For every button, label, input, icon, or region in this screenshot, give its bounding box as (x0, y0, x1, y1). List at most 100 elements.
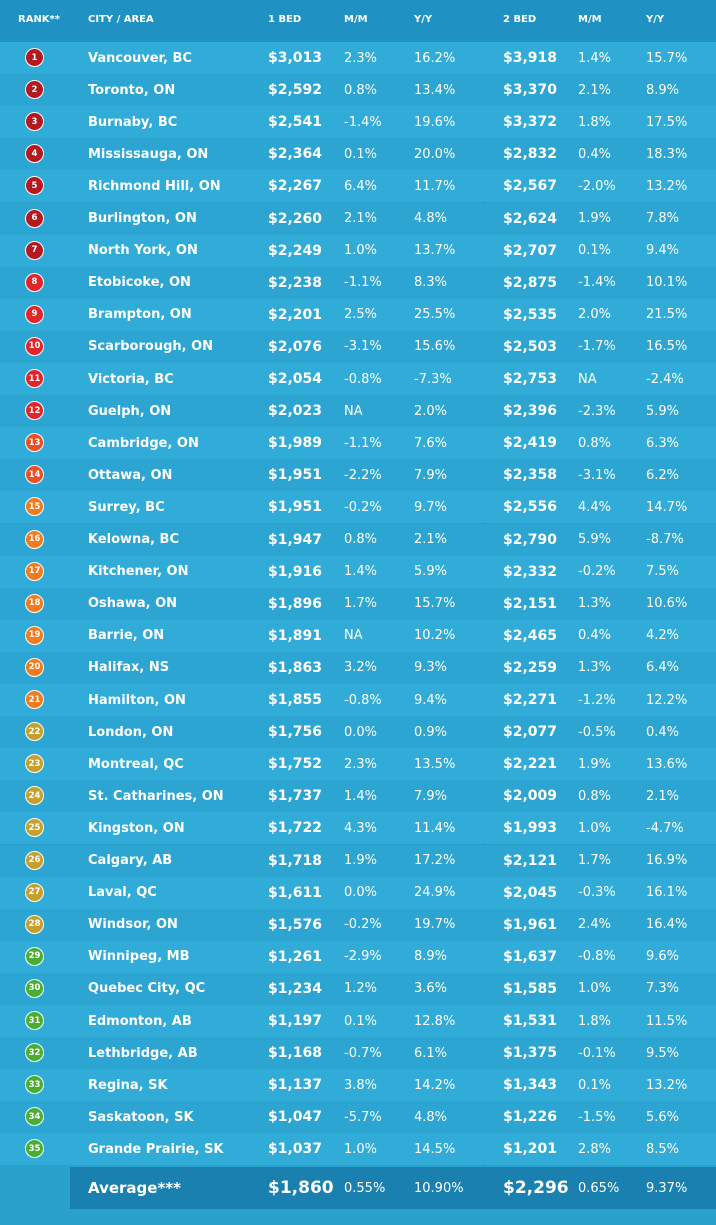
two-bed-rent: $2,503 (503, 338, 558, 355)
rank-badge: 14 (25, 465, 44, 485)
city: Hamilton, ON (88, 692, 186, 708)
two-bed-mm: 0.4% (578, 628, 612, 644)
city: Montreal, QC (88, 756, 184, 772)
city: Winnipeg, MB (88, 949, 190, 965)
two-bed-mm: 5.9% (578, 532, 612, 548)
two-bed-rent: $2,045 (503, 884, 558, 901)
one-bed-yy: 12.8% (414, 1013, 456, 1029)
city: Ottawa, ON (88, 467, 173, 483)
one-bed-yy: 8.9% (414, 949, 448, 965)
one-bed-rent: $1,261 (268, 948, 323, 965)
average-label: Average*** (88, 1179, 181, 1197)
two-bed-rent: $3,372 (503, 114, 558, 131)
one-bed-rent: $2,054 (268, 371, 323, 388)
two-bed-yy: 16.9% (646, 853, 688, 869)
two-bed-yy: 6.2% (646, 467, 680, 483)
rank-badge: 25 (25, 818, 44, 838)
table-row: 10 Scarborough, ON $2,076 -3.1% 15.6% $2,503 -… (0, 330, 716, 363)
city: London, ON (88, 724, 174, 740)
one-bed-mm: 1.7% (344, 596, 378, 612)
city: Halifax, NS (88, 660, 170, 676)
one-bed-mm: NA (344, 628, 363, 644)
two-bed-mm: 2.4% (578, 917, 612, 933)
one-bed-yy: 6.1% (414, 1045, 448, 1061)
table-row: 14 Ottawa, ON $1,951 -2.2% 7.9% $2,358 -3.1% 6.… (0, 459, 716, 492)
city: Regina, SK (88, 1077, 168, 1093)
one-bed-yy: 19.7% (414, 917, 456, 933)
two-bed-yy: 0.4% (646, 724, 680, 740)
table-row: 1 Vancouver, BC $3,013 2.3% 16.2% $3,918 1.4% 1… (0, 42, 716, 75)
city: Oshawa, ON (88, 596, 177, 612)
city: Burlington, ON (88, 211, 197, 227)
one-bed-yy: 9.3% (414, 660, 448, 676)
two-bed-mm: -0.5% (578, 724, 616, 740)
city: Grande Prairie, SK (88, 1141, 224, 1157)
one-bed-mm: 1.2% (344, 981, 378, 997)
table-row: 7 North York, ON $2,249 1.0% 13.7% $2,707 0.1%… (0, 234, 716, 267)
rank-badge: 23 (25, 754, 44, 774)
rank-badge: 1 (25, 48, 44, 68)
city: Kitchener, ON (88, 564, 189, 580)
one-bed-yy: 15.6% (414, 339, 456, 355)
table-row: 27 Laval, QC $1,611 0.0% 24.9% $2,045 -0.3% 16.… (0, 876, 716, 909)
two-bed-yy: 2.1% (646, 788, 680, 804)
two-bed-rent: $2,077 (503, 724, 558, 741)
table-row: 15 Surrey, BC $1,951 -0.2% 9.7% $2,556 4.4% 14.… (0, 491, 716, 524)
one-bed-rent: $1,737 (268, 788, 323, 805)
one-bed-mm: -2.9% (344, 949, 382, 965)
one-bed-rent: $1,234 (268, 980, 323, 997)
average-value: $1,860 (268, 1178, 334, 1198)
one-bed-mm: -3.1% (344, 339, 382, 355)
one-bed-yy: 17.2% (414, 853, 456, 869)
two-bed-mm: 2.8% (578, 1141, 612, 1157)
two-bed-rent: $2,556 (503, 499, 558, 516)
one-bed-rent: $1,863 (268, 659, 323, 676)
two-bed-mm: 0.4% (578, 146, 612, 162)
header-cell: RANK** (18, 13, 61, 25)
two-bed-mm: 0.1% (578, 1077, 612, 1093)
one-bed-rent: $1,718 (268, 852, 323, 869)
table-row: 31 Edmonton, AB $1,197 0.1% 12.8% $1,531 1.8% 1… (0, 1005, 716, 1038)
one-bed-yy: 7.9% (414, 467, 448, 483)
one-bed-rent: $1,756 (268, 724, 323, 741)
city: Vancouver, BC (88, 50, 192, 66)
table-row: 8 Etobicoke, ON $2,238 -1.1% 8.3% $2,875 -1.4%… (0, 266, 716, 299)
average-value: $2,296 (503, 1178, 569, 1198)
rank-badge: 22 (25, 722, 44, 742)
rank-badge: 6 (25, 208, 44, 228)
city: Lethbridge, AB (88, 1045, 198, 1061)
one-bed-mm: -0.8% (344, 692, 382, 708)
table-row: 2 Toronto, ON $2,592 0.8% 13.4% $3,370 2.1% 8.9… (0, 74, 716, 107)
table-row: 22 London, ON $1,756 0.0% 0.9% $2,077 -0.5% 0.4… (0, 716, 716, 749)
rank-badge: 34 (25, 1107, 44, 1127)
table-row: 35 Grande Prairie, SK $1,037 1.0% 14.5% $1,20… (0, 1133, 716, 1166)
two-bed-yy: 12.2% (646, 692, 688, 708)
two-bed-mm: 1.9% (578, 756, 612, 772)
one-bed-rent: $1,197 (268, 1013, 323, 1030)
one-bed-yy: 0.9% (414, 724, 448, 740)
rank-badge: 7 (25, 240, 44, 260)
one-bed-yy: 13.7% (414, 243, 456, 259)
header-cell: Y/Y (414, 13, 433, 25)
header-cell: M/M (578, 13, 602, 25)
one-bed-rent: $2,592 (268, 82, 323, 99)
two-bed-yy: 7.3% (646, 981, 680, 997)
two-bed-yy: 8.5% (646, 1141, 680, 1157)
two-bed-yy: 6.4% (646, 660, 680, 676)
two-bed-yy: 21.5% (646, 307, 688, 323)
rank-badge: 3 (25, 112, 44, 132)
one-bed-yy: 9.7% (414, 499, 448, 515)
two-bed-mm: 0.8% (578, 435, 612, 451)
one-bed-yy: 8.3% (414, 275, 448, 291)
one-bed-rent: $1,047 (268, 1109, 323, 1126)
rank-badge: 16 (25, 529, 44, 549)
two-bed-rent: $2,151 (503, 595, 558, 612)
city: Surrey, BC (88, 499, 165, 515)
two-bed-mm: -1.4% (578, 275, 616, 291)
one-bed-yy: 16.2% (414, 50, 456, 66)
table-row: 20 Halifax, NS $1,863 3.2% 9.3% $2,259 1.3% 6.4… (0, 651, 716, 684)
one-bed-yy: 2.1% (414, 532, 448, 548)
two-bed-mm: 1.7% (578, 853, 612, 869)
table-row: 33 Regina, SK $1,137 3.8% 14.2% $1,343 0.1% 13.… (0, 1069, 716, 1102)
two-bed-rent: $2,121 (503, 852, 558, 869)
